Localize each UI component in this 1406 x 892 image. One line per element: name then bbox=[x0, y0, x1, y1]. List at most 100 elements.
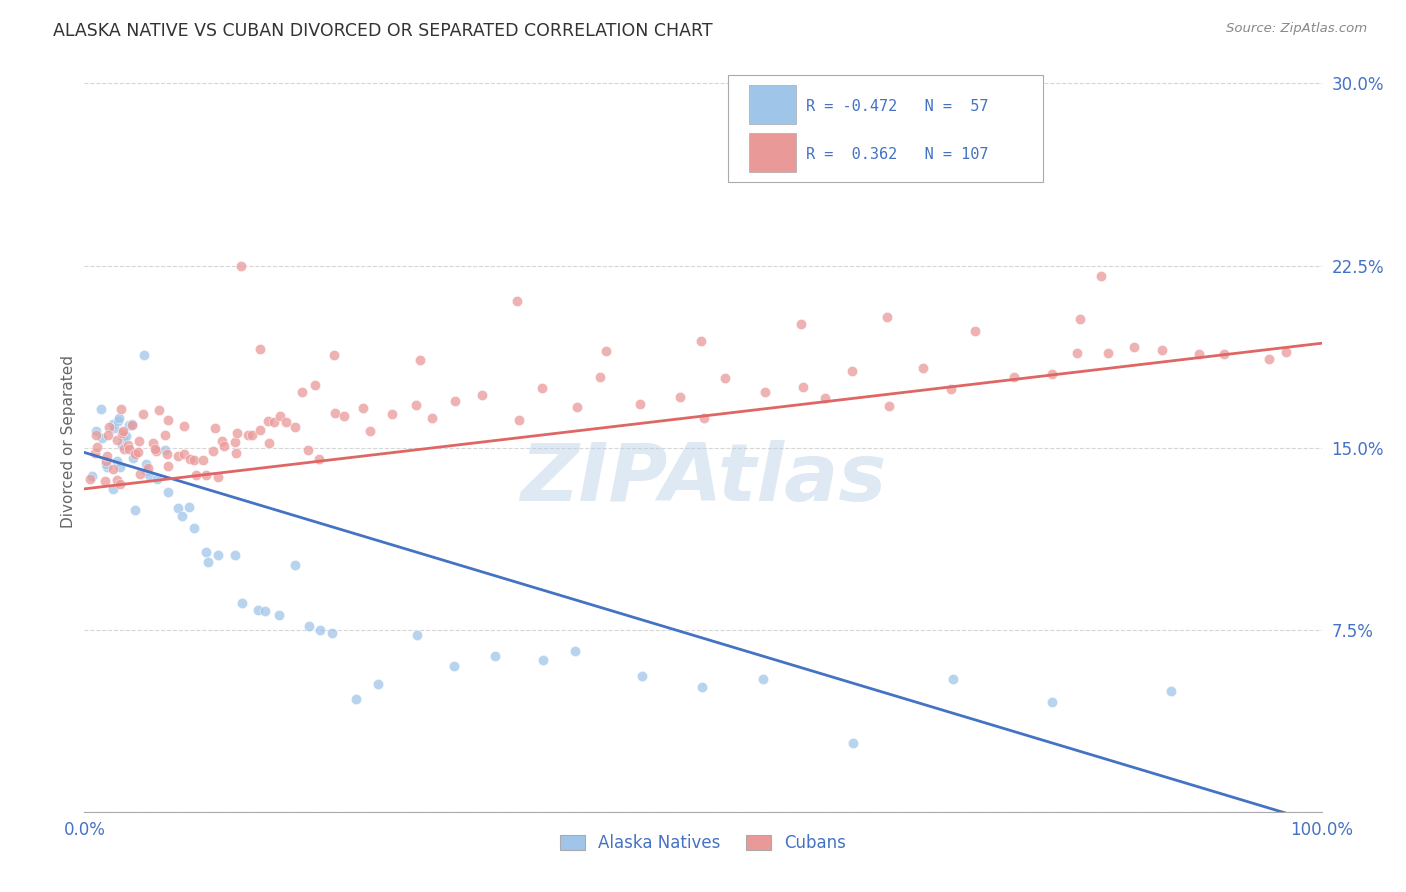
Point bbox=[344, 691, 367, 706]
Point bbox=[135, 464, 157, 478]
Point bbox=[224, 548, 246, 562]
Point bbox=[1090, 269, 1112, 284]
FancyBboxPatch shape bbox=[749, 86, 796, 124]
Point bbox=[117, 438, 139, 452]
Point bbox=[1002, 370, 1025, 384]
Point bbox=[167, 449, 190, 463]
Point bbox=[297, 443, 319, 458]
Point bbox=[97, 428, 120, 442]
Point bbox=[97, 420, 120, 434]
Point bbox=[752, 673, 775, 687]
Point bbox=[792, 380, 814, 394]
Point bbox=[226, 426, 249, 441]
Point bbox=[111, 425, 134, 439]
Point bbox=[124, 503, 146, 517]
Point bbox=[941, 383, 963, 397]
Point bbox=[94, 453, 117, 467]
Point bbox=[242, 428, 264, 442]
Point bbox=[1097, 345, 1119, 359]
Point bbox=[304, 378, 326, 392]
Point bbox=[132, 348, 155, 362]
Point bbox=[352, 401, 374, 415]
Point bbox=[121, 417, 143, 431]
Point bbox=[484, 649, 506, 664]
Point bbox=[111, 426, 134, 441]
Point bbox=[367, 677, 389, 691]
Point bbox=[183, 521, 205, 535]
Point bbox=[124, 447, 146, 461]
Point bbox=[195, 545, 218, 559]
Point bbox=[142, 435, 165, 450]
Point bbox=[531, 653, 554, 667]
Point bbox=[212, 439, 235, 453]
Point bbox=[965, 324, 987, 338]
Point bbox=[254, 604, 277, 618]
Point bbox=[118, 417, 141, 432]
Point bbox=[101, 483, 124, 497]
Point bbox=[308, 452, 330, 467]
Point bbox=[170, 508, 193, 523]
Point bbox=[145, 443, 167, 458]
Point bbox=[86, 427, 108, 442]
Point bbox=[1069, 311, 1091, 326]
Point bbox=[91, 431, 114, 445]
Point bbox=[156, 413, 179, 427]
Point bbox=[257, 414, 280, 428]
Point bbox=[325, 406, 347, 420]
Point bbox=[101, 462, 124, 476]
Point bbox=[186, 467, 208, 482]
Text: ALASKA NATIVE VS CUBAN DIVORCED OR SEPARATED CORRELATION CHART: ALASKA NATIVE VS CUBAN DIVORCED OR SEPAR… bbox=[53, 22, 713, 40]
Point bbox=[444, 393, 467, 408]
Point bbox=[876, 310, 898, 324]
Point bbox=[127, 444, 149, 458]
Point bbox=[692, 411, 714, 425]
Point bbox=[183, 453, 205, 467]
Point bbox=[669, 390, 692, 404]
Point bbox=[298, 619, 321, 633]
Point bbox=[842, 735, 865, 749]
Point bbox=[1066, 345, 1088, 359]
Point bbox=[790, 318, 813, 332]
Point bbox=[283, 420, 305, 434]
Point bbox=[110, 402, 132, 417]
Legend: Alaska Natives, Cubans: Alaska Natives, Cubans bbox=[554, 828, 852, 859]
Point bbox=[108, 411, 131, 425]
Point bbox=[177, 500, 200, 514]
Point bbox=[211, 434, 233, 448]
Point bbox=[156, 447, 179, 461]
Point bbox=[249, 423, 271, 437]
Point bbox=[1275, 345, 1298, 359]
Point bbox=[153, 443, 176, 458]
Point bbox=[86, 440, 108, 454]
Point bbox=[135, 458, 157, 472]
Point bbox=[110, 459, 132, 474]
Point bbox=[276, 415, 298, 429]
FancyBboxPatch shape bbox=[728, 75, 1043, 183]
Point bbox=[94, 474, 117, 488]
Point bbox=[179, 451, 201, 466]
Point bbox=[269, 409, 291, 423]
Point bbox=[631, 668, 654, 682]
Point bbox=[148, 402, 170, 417]
Point bbox=[690, 680, 713, 694]
Point bbox=[94, 457, 117, 471]
Point bbox=[323, 348, 346, 362]
Point bbox=[263, 416, 285, 430]
Text: R =  0.362   N = 107: R = 0.362 N = 107 bbox=[806, 147, 988, 162]
Point bbox=[409, 353, 432, 368]
Point bbox=[107, 414, 129, 428]
Point bbox=[121, 451, 143, 466]
Point bbox=[1122, 340, 1144, 354]
Point bbox=[105, 473, 128, 487]
Point bbox=[112, 430, 135, 444]
Point bbox=[132, 407, 155, 421]
Point bbox=[105, 433, 128, 447]
Point bbox=[877, 399, 900, 413]
Point bbox=[155, 428, 177, 442]
Point bbox=[564, 644, 586, 658]
Point bbox=[236, 428, 259, 442]
Point bbox=[259, 435, 281, 450]
Point bbox=[267, 607, 290, 622]
Point bbox=[841, 364, 863, 378]
Point bbox=[112, 442, 135, 457]
